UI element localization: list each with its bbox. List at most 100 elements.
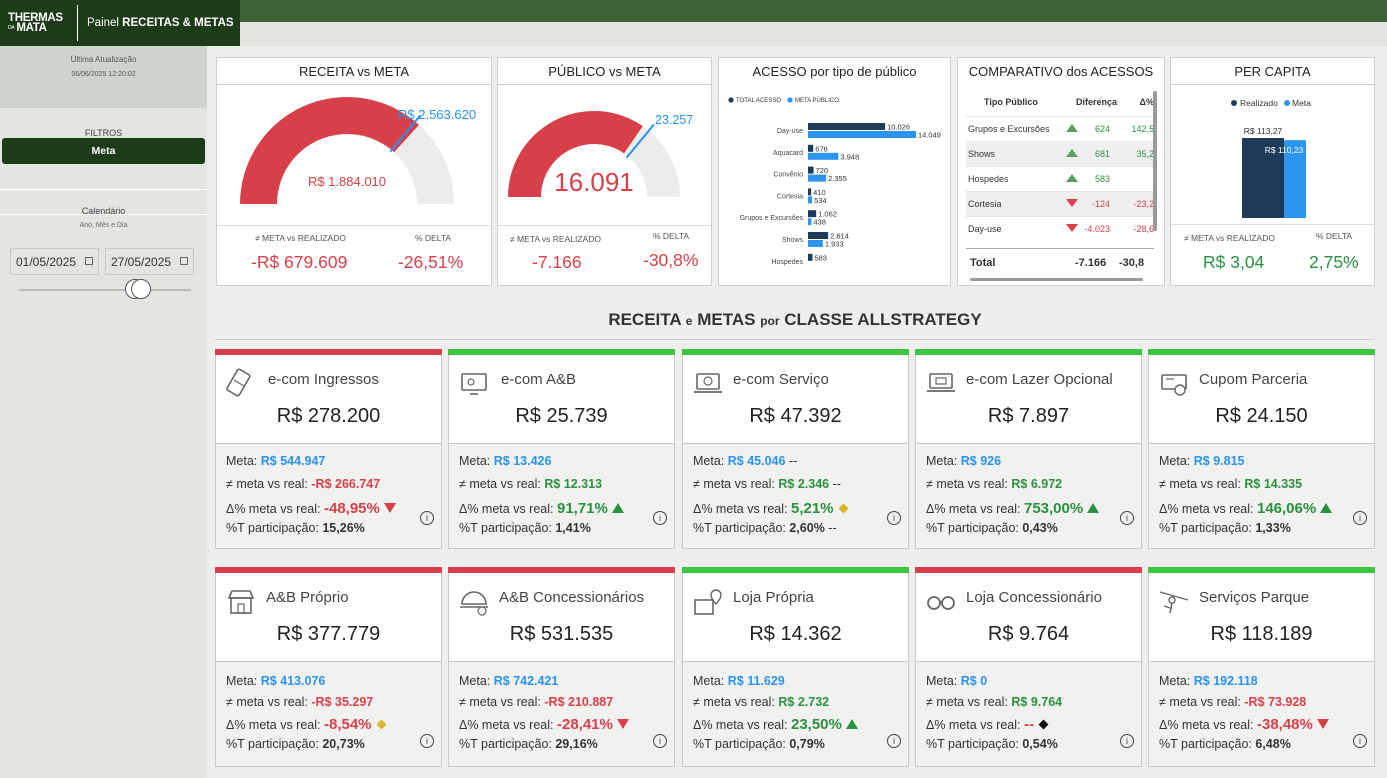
kpi-header: Loja Concessionário R$ 9.764 xyxy=(915,573,1142,662)
kpi-value: R$ 278.200 xyxy=(276,405,381,427)
kpi-card[interactable]: e-com Lazer Opcional R$ 7.897 Meta: R$ 926… xyxy=(915,349,1142,549)
part-row: %T participação: 0,79% xyxy=(693,737,825,751)
meta-row: Meta: R$ 544.947 xyxy=(226,454,326,468)
kpi-value: R$ 14.362 xyxy=(749,623,842,645)
monitor-food-icon xyxy=(461,373,487,395)
table-row[interactable]: Day-use -4.023 -28,6 xyxy=(966,215,1154,241)
bar-label: 1.933 xyxy=(825,240,844,249)
kpi-card[interactable]: e-com A&B R$ 25.739 Meta: R$ 13.426 ≠ meta … xyxy=(448,349,675,549)
delta-value: -26,51% xyxy=(398,252,464,272)
calendar-icon[interactable] xyxy=(85,257,93,265)
diff-row: ≠ meta vs real: -R$ 73.928 xyxy=(1159,695,1307,709)
arrow-down-icon xyxy=(1065,198,1078,207)
calendar-icon[interactable] xyxy=(180,257,188,265)
kpi-value: R$ 531.535 xyxy=(509,623,614,645)
info-icon[interactable]: i xyxy=(887,734,901,748)
diff-value: -R$ 679.609 xyxy=(251,252,348,272)
kpi-details: Meta: R$ 926 ≠ meta vs real: R$ 6.972 Δ% m… xyxy=(915,444,1142,549)
table-row[interactable]: Hospedes 583 xyxy=(966,165,1154,191)
diff-row: ≠ meta vs real: -R$ 35.297 xyxy=(226,695,374,709)
bar-label: 410 xyxy=(813,188,826,197)
kpi-value: R$ 24.150 xyxy=(1215,405,1308,427)
calendar-sub-label: Ano, Mês e Dia xyxy=(79,222,128,229)
info-icon[interactable]: i xyxy=(420,734,434,748)
col-header[interactable]: Δ% xyxy=(1139,96,1154,107)
category-label: Shows xyxy=(782,237,804,244)
status-stripe xyxy=(1148,567,1375,573)
info-icon[interactable]: i xyxy=(1120,511,1134,525)
bar-label: 720 xyxy=(816,166,829,175)
bar-realizado xyxy=(1242,138,1284,218)
bar xyxy=(808,188,812,196)
table-row[interactable]: Shows 681 35,2 xyxy=(966,140,1154,166)
bar xyxy=(808,240,823,247)
meta-filter-button[interactable]: Meta xyxy=(2,138,205,164)
diff-row: ≠ meta vs real: R$ 9.764 xyxy=(926,695,1063,709)
per-capita-card: PER CAPITA Realizado Meta R$ 113,27 R$ 110,… xyxy=(1170,57,1375,286)
delta-value: 2,75% xyxy=(1309,252,1359,272)
bar xyxy=(808,123,886,130)
info-icon[interactable]: i xyxy=(1353,511,1367,525)
bar-label: 2.614 xyxy=(830,232,849,241)
date-slider-track[interactable] xyxy=(19,289,191,291)
delta-row: Δ% meta vs real: 5,21% xyxy=(693,500,848,517)
kpi-card[interactable]: e-com Serviço R$ 47.392 Meta: R$ 45.046 --… xyxy=(682,349,909,549)
delta-row: Δ% meta vs real: -8,54% xyxy=(226,716,386,733)
bar xyxy=(808,232,829,239)
info-icon[interactable]: i xyxy=(653,734,667,748)
kpi-name: e-com Serviço xyxy=(733,371,829,388)
kpi-card[interactable]: e-com Ingressos R$ 278.200 Meta: R$ 544.94… xyxy=(215,349,442,549)
vertical-scrollbar[interactable] xyxy=(1153,91,1157,231)
gauge-target-label: R$ 2.563.620 xyxy=(398,107,476,122)
kpi-card[interactable]: Serviços Parque R$ 118.189 Meta: R$ 192.11… xyxy=(1148,567,1375,767)
kpi-value: R$ 9.764 xyxy=(987,623,1070,645)
bar xyxy=(808,210,817,218)
kpi-name: e-com A&B xyxy=(501,371,577,388)
diff-row: ≠ meta vs real: R$ 14.335 xyxy=(1159,477,1303,491)
bar xyxy=(808,131,916,138)
diff-row: ≠ meta vs real: R$ 12.313 xyxy=(459,477,603,491)
part-row: %T participação: 6,48% xyxy=(1159,737,1291,751)
total-diff: -7.166 xyxy=(1075,257,1107,269)
table-row[interactable]: Grupos e Excursões 624 142,5 xyxy=(966,115,1154,141)
kpi-card[interactable]: Loja Própria R$ 14.362 Meta: R$ 11.629 ≠ me… xyxy=(682,567,909,767)
info-icon[interactable]: i xyxy=(887,511,901,525)
food-tray-icon xyxy=(460,591,488,616)
kpi-name: Loja Concessionário xyxy=(966,589,1102,606)
kpi-card[interactable]: Cupom Parceria R$ 24.150 Meta: R$ 9.815 ≠ m… xyxy=(1148,349,1375,549)
arrow-up-icon xyxy=(1065,123,1078,132)
table-row[interactable]: Cortesia -124 -23,2 xyxy=(966,190,1154,216)
kpi-value: R$ 118.189 xyxy=(1210,623,1313,645)
kpi-card[interactable]: A&B Concessionários R$ 531.535 Meta: R$ 74… xyxy=(448,567,675,767)
cell-diff: 624 xyxy=(1065,115,1128,141)
kpi-card[interactable]: A&B Próprio R$ 377.779 Meta: R$ 413.076 ≠ m… xyxy=(215,567,442,767)
top-bar xyxy=(0,0,1387,22)
bar xyxy=(808,166,814,174)
cell-pct: -23,2 xyxy=(1127,190,1154,216)
info-icon[interactable]: i xyxy=(653,511,667,525)
kpi-name: e-com Lazer Opcional xyxy=(966,371,1113,388)
diamond-icon xyxy=(1038,719,1049,730)
col-header[interactable]: Tipo Público xyxy=(984,96,1038,107)
info-icon[interactable]: i xyxy=(1120,734,1134,748)
kpi-card[interactable]: Loja Concessionário R$ 9.764 Meta: R$ 0 ≠ m… xyxy=(915,567,1142,767)
card-title: PÚBLICO vs META xyxy=(498,58,711,85)
delta-row: Δ% meta vs real: 91,71% xyxy=(459,500,624,517)
horizontal-scrollbar[interactable] xyxy=(970,278,1143,281)
arrow-up-icon xyxy=(1320,503,1333,513)
info-icon[interactable]: i xyxy=(1353,734,1367,748)
date-end-input[interactable]: 27/05/2025 xyxy=(105,248,194,275)
page-title: Painel RECEITAS & METAS xyxy=(87,17,234,29)
col-header[interactable]: Diferença xyxy=(1075,96,1117,107)
acesso-bar-chart: TOTAL ACESSO META PÚBLICO Day-use 10.026 14.… xyxy=(728,97,941,266)
delta-row: Δ% meta vs real: 23,50% xyxy=(693,716,858,733)
info-icon[interactable]: i xyxy=(420,511,434,525)
bar-label: R$ 113,27 xyxy=(1244,126,1283,136)
date-slider-handle-end[interactable] xyxy=(131,279,151,299)
legend-label: Realizado xyxy=(1240,98,1278,108)
card-title: PER CAPITA xyxy=(1171,58,1374,85)
date-start-input[interactable]: 01/05/2025 xyxy=(10,248,99,275)
diff-row: ≠ meta vs real: R$ 2.346 -- xyxy=(693,477,841,491)
kpi-header: e-com Serviço R$ 47.392 xyxy=(682,355,909,444)
shop-pin-icon xyxy=(694,589,722,615)
